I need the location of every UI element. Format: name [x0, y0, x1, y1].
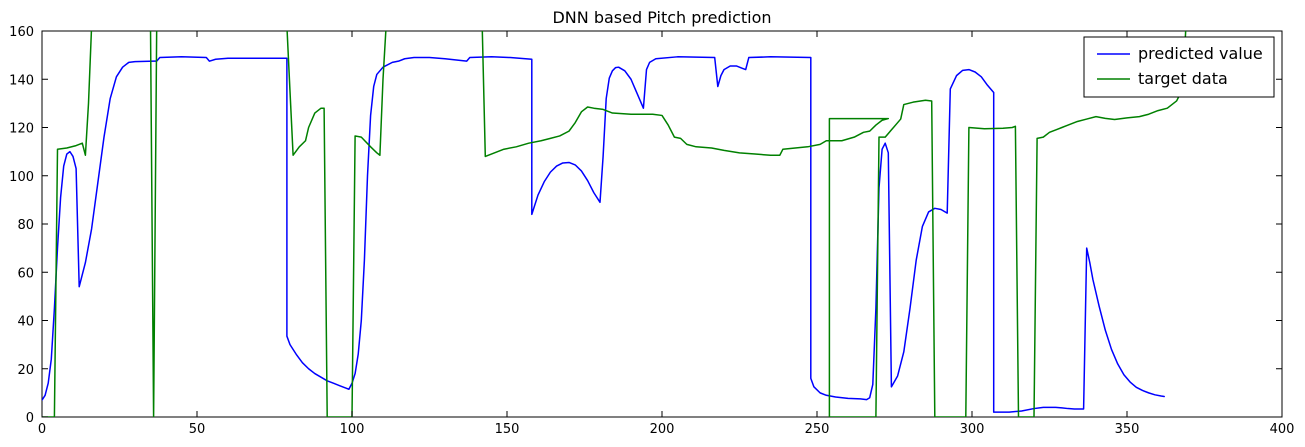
y-tick-label: 0 — [26, 411, 34, 426]
y-tick-label: 140 — [9, 73, 34, 88]
legend-label-predicted: predicted value — [1138, 44, 1263, 63]
chart-title: DNN based Pitch prediction — [552, 8, 771, 27]
series-layer — [42, 31, 1187, 417]
x-tick-label: 300 — [960, 422, 985, 437]
x-tick-label: 400 — [1270, 422, 1295, 437]
axis-ticks — [41, 30, 1283, 418]
y-tick-label: 120 — [9, 122, 34, 137]
x-tick-label: 0 — [38, 422, 46, 437]
legend-label-target: target data — [1138, 69, 1228, 88]
plot-frame — [41, 30, 1283, 418]
x-tick-label: 150 — [495, 422, 520, 437]
x-tick-label: 50 — [189, 422, 206, 437]
axis-tick-labels: 0 50 100 150 200 250 300 350 400 0 20 40 60 80 100 120 1… — [9, 25, 1294, 437]
x-tick-label: 200 — [650, 422, 675, 437]
y-tick-label: 40 — [17, 315, 34, 330]
legend: predicted value target data — [1083, 36, 1275, 98]
y-tick-label: 60 — [17, 266, 34, 281]
y-tick-label: 80 — [17, 218, 34, 233]
x-tick-label: 350 — [1115, 422, 1140, 437]
plot-area: 0 50 100 150 200 250 300 350 400 0 20 40 60 80 100 120 1… — [9, 25, 1294, 437]
legend-box — [1083, 36, 1275, 98]
series-line-predicted-value — [42, 56, 1165, 413]
y-tick-label: 20 — [17, 363, 34, 378]
y-tick-label: 100 — [9, 170, 34, 185]
x-tick-label: 100 — [340, 422, 365, 437]
series-line-target-data — [42, 31, 1187, 417]
y-tick-label: 160 — [9, 25, 34, 40]
x-tick-label: 250 — [805, 422, 830, 437]
